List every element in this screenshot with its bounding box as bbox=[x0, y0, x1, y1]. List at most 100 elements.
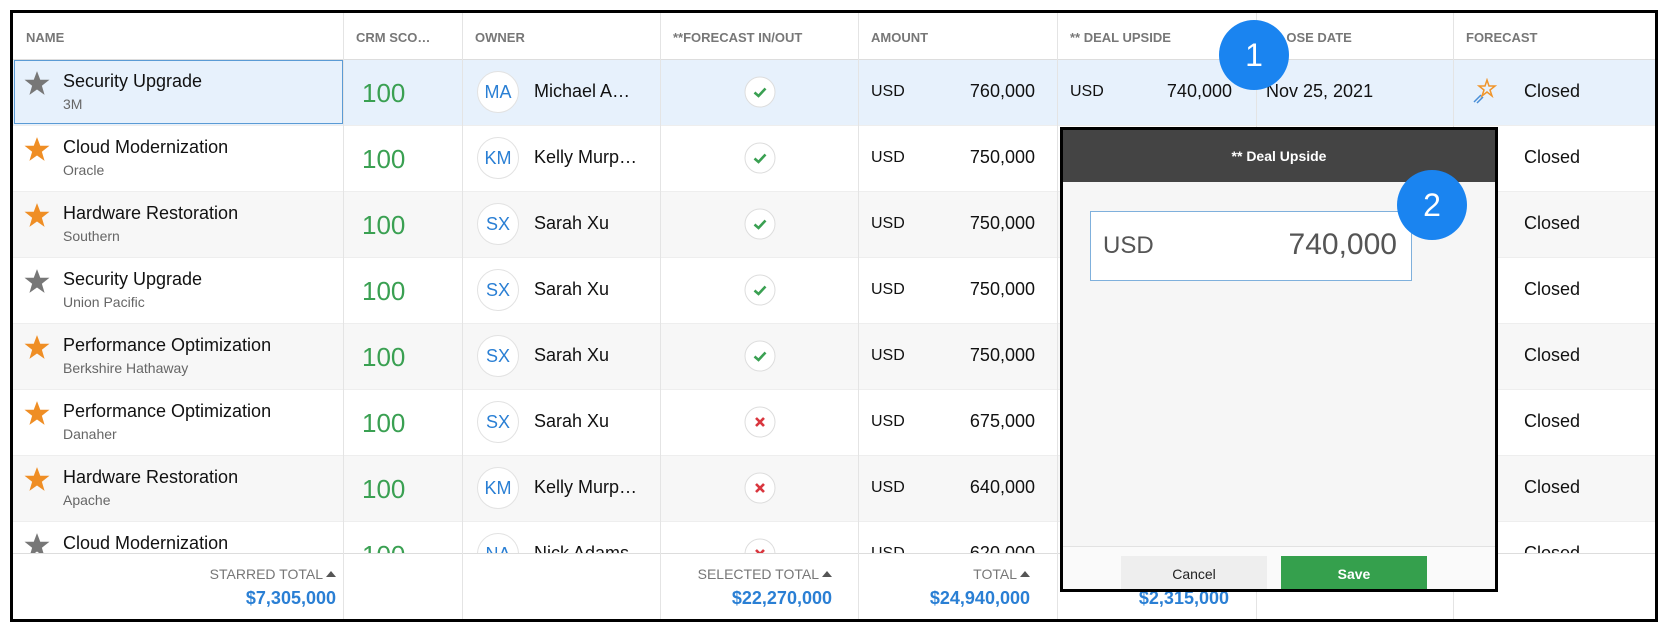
forecast-icon bbox=[1473, 77, 1498, 104]
owner-avatar: SX bbox=[477, 335, 519, 377]
account-name: 3M bbox=[63, 96, 83, 112]
cancel-button[interactable]: Cancel bbox=[1121, 556, 1267, 589]
star bbox=[24, 532, 50, 553]
forecast: Closed bbox=[1524, 543, 1581, 553]
owner-name: Michael A… bbox=[534, 81, 631, 101]
upside: 740,000 bbox=[1166, 81, 1232, 101]
star-icon[interactable] bbox=[24, 400, 50, 426]
input-currency: USD bbox=[1103, 232, 1154, 259]
footer-label[interactable]: STARRED TOTAL bbox=[210, 566, 336, 582]
forecast: Closed bbox=[1524, 213, 1581, 233]
owner-avatar: SX bbox=[477, 203, 519, 245]
input-value: 740,000 bbox=[1288, 228, 1397, 261]
in-icon[interactable] bbox=[744, 76, 776, 108]
column-separator bbox=[660, 13, 661, 619]
amount: 750,000 bbox=[969, 213, 1035, 233]
account-name: Danaher bbox=[63, 426, 117, 442]
in-icon[interactable] bbox=[744, 274, 776, 306]
amount-currency: USD bbox=[871, 149, 905, 166]
owner-name: Nick Adams bbox=[534, 543, 630, 553]
star bbox=[24, 136, 50, 167]
table-row[interactable]: Security Upgrade 3M 100 MA Michael A… USD 760,… bbox=[13, 59, 1655, 126]
star-icon[interactable] bbox=[24, 334, 50, 360]
forecast: Closed bbox=[1524, 411, 1581, 431]
star-icon[interactable] bbox=[24, 268, 50, 294]
account-name: Oracle bbox=[63, 162, 105, 178]
owner-name: Sarah Xu bbox=[534, 213, 610, 233]
forecast: Closed bbox=[1524, 345, 1581, 365]
column-header: CLOSE DATE bbox=[1269, 30, 1352, 45]
account-name: Southern bbox=[63, 228, 120, 244]
star bbox=[24, 400, 50, 431]
deal-name: Security Upgrade bbox=[63, 71, 203, 91]
star-icon[interactable] bbox=[24, 532, 50, 553]
owner-name: Sarah Xu bbox=[534, 411, 610, 431]
amount-currency: USD bbox=[871, 215, 905, 232]
in-icon[interactable] bbox=[744, 208, 776, 240]
crm-score: 100 bbox=[362, 78, 406, 108]
crm-score: 100 bbox=[362, 474, 406, 504]
forecast-in-out bbox=[744, 274, 776, 311]
owner-name: Sarah Xu bbox=[534, 279, 610, 299]
amount-currency: USD bbox=[871, 545, 905, 553]
star bbox=[24, 466, 50, 497]
in-icon[interactable] bbox=[744, 142, 776, 174]
popup-footer: Cancel Save bbox=[1063, 546, 1495, 589]
column-header: NAME bbox=[26, 30, 65, 45]
star bbox=[24, 268, 50, 299]
total: $24,940,000 bbox=[929, 588, 1030, 608]
starred-total: $7,305,000 bbox=[245, 588, 336, 608]
owner-avatar: MA bbox=[477, 71, 519, 113]
in-icon[interactable] bbox=[744, 340, 776, 372]
forecast: Closed bbox=[1524, 279, 1581, 299]
owner-name: Kelly Murp… bbox=[534, 147, 638, 167]
starred-total-label[interactable]: STARRED TOTAL bbox=[209, 566, 323, 582]
out-icon[interactable] bbox=[744, 538, 776, 553]
column-separator bbox=[343, 13, 344, 619]
crm-score: 100 bbox=[362, 408, 406, 438]
star-icon[interactable] bbox=[24, 466, 50, 492]
currency-input[interactable]: USD 740,000 bbox=[1090, 211, 1412, 281]
amount: 640,000 bbox=[969, 477, 1035, 497]
amount: 620,000 bbox=[969, 543, 1035, 553]
badge: 2 bbox=[1397, 170, 1467, 240]
deal-name: Performance Optimization bbox=[63, 401, 272, 421]
crm-score: 100 bbox=[362, 210, 406, 240]
account-name: Union Pacific bbox=[63, 294, 145, 310]
column-header: ** DEAL UPSIDE bbox=[1070, 30, 1171, 45]
deal-name: Hardware Restoration bbox=[63, 203, 239, 223]
owner-avatar: KM bbox=[477, 467, 519, 509]
star bbox=[24, 334, 50, 365]
star-icon[interactable] bbox=[24, 70, 50, 96]
owner-name: Sarah Xu bbox=[534, 345, 610, 365]
out-icon[interactable] bbox=[744, 472, 776, 504]
selected-total-label[interactable]: SELECTED TOTAL bbox=[697, 566, 819, 582]
footer-label[interactable]: SELECTED TOTAL bbox=[698, 566, 832, 582]
amount-currency: USD bbox=[871, 479, 905, 496]
forecast-in-out bbox=[744, 538, 776, 553]
star-icon[interactable] bbox=[24, 136, 50, 162]
header-row bbox=[13, 13, 1655, 60]
owner-avatar: NA bbox=[477, 533, 519, 553]
out-icon[interactable] bbox=[744, 406, 776, 438]
selected-cell bbox=[14, 60, 343, 124]
forecast-in-out bbox=[744, 406, 776, 443]
column-separator bbox=[1057, 13, 1058, 619]
crm-score: 100 bbox=[362, 276, 406, 306]
crm-score: 100 bbox=[362, 144, 406, 174]
amount-currency: USD bbox=[871, 347, 905, 364]
forecast: Closed bbox=[1524, 147, 1581, 167]
total-label[interactable]: TOTAL bbox=[973, 566, 1017, 582]
star-icon[interactable] bbox=[24, 202, 50, 228]
save-button[interactable]: Save bbox=[1281, 556, 1427, 589]
forecast-in-out bbox=[744, 142, 776, 179]
amount: 675,000 bbox=[969, 411, 1035, 431]
deal-name: Hardware Restoration bbox=[63, 467, 239, 487]
account-name: Berkshire Hathaway bbox=[63, 360, 189, 376]
column-separator bbox=[462, 13, 463, 619]
crm-score: 100 bbox=[362, 540, 405, 553]
owner-name: Kelly Murp… bbox=[534, 477, 638, 497]
upside-total: $2,315,000 bbox=[1138, 588, 1229, 608]
footer-label[interactable]: TOTAL bbox=[973, 566, 1030, 582]
